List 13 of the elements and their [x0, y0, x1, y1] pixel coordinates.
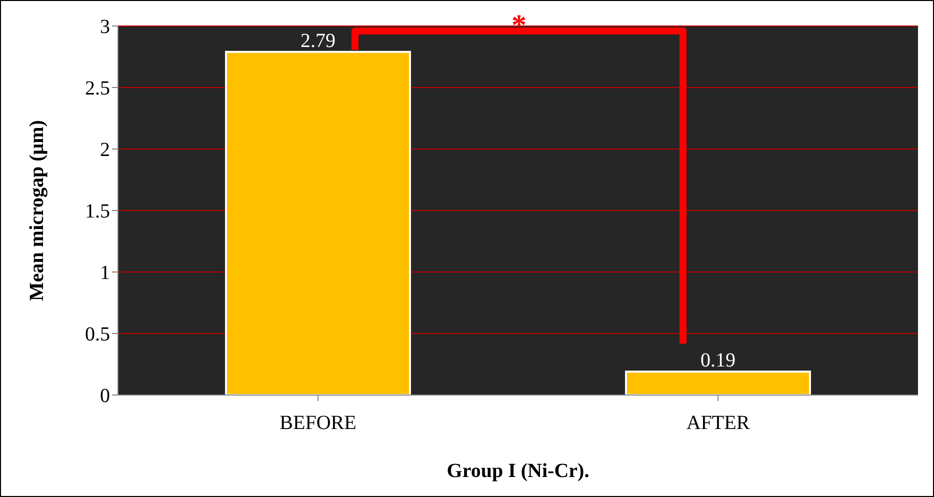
y-tick-label: 1.5 — [85, 200, 110, 223]
y-tick-label: 1 — [100, 262, 110, 284]
y-tick-label: 0 — [100, 385, 110, 408]
y-tick-label: 0.5 — [85, 324, 110, 346]
y-tick-label: 2 — [100, 139, 110, 162]
y-tick-label: 3 — [100, 16, 110, 38]
x-axis-title: Group I (Ni-Cr). — [446, 460, 590, 482]
x-tick-label: BEFORE — [280, 412, 356, 434]
y-tick-label: 2.5 — [85, 78, 110, 100]
data-label: 0.19 — [700, 350, 736, 372]
data-label: 2.79 — [300, 30, 336, 52]
y-axis-title: Mean microgap (μm) — [26, 120, 48, 301]
x-tick-label: AFTER — [686, 412, 750, 434]
